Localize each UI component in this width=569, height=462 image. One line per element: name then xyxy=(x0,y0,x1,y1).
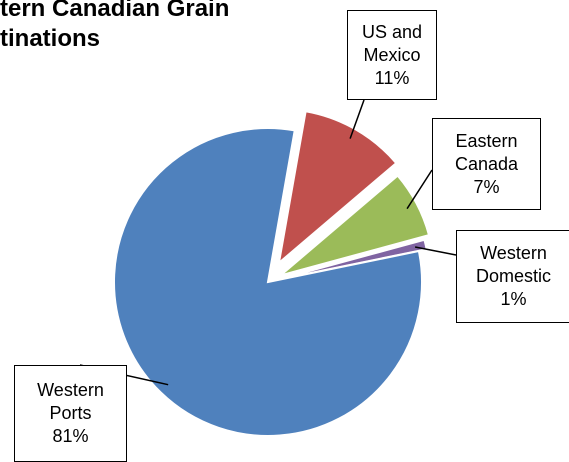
label-value: 1% xyxy=(500,289,527,309)
title-line: tinations xyxy=(0,25,100,52)
pie-slice xyxy=(113,127,423,437)
data-label: Western Ports 81% xyxy=(14,365,127,462)
label-name: Eastern Canada xyxy=(454,130,519,174)
pie-slice xyxy=(279,174,431,277)
pie-slice xyxy=(277,110,398,266)
leader-line xyxy=(414,246,457,256)
chart-title: tern Canadian Grain tinations xyxy=(0,0,229,54)
label-value: 11% xyxy=(374,67,410,88)
title-line: tern Canadian Grain xyxy=(0,0,230,22)
label-name: US and Mexico xyxy=(361,21,423,65)
data-label: US and Mexico 11% xyxy=(347,10,437,100)
label-value: 81% xyxy=(52,426,89,446)
label-name: Western Ports xyxy=(37,380,104,423)
label-value: 7% xyxy=(473,176,500,197)
leader-line xyxy=(349,99,365,139)
leader-line xyxy=(406,169,433,210)
data-label: Western Domestic 1% xyxy=(456,230,569,323)
label-name: Western Domestic xyxy=(475,243,551,286)
data-label: Eastern Canada 7% xyxy=(432,118,541,210)
